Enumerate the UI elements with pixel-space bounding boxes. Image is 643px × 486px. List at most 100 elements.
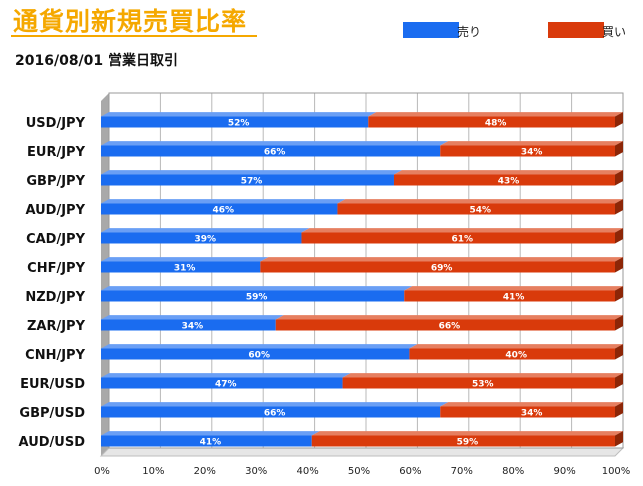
data-label-sell: 46% xyxy=(212,206,234,216)
data-label-buy: 66% xyxy=(439,322,461,332)
bar-buy xyxy=(260,261,615,273)
data-label-buy: 48% xyxy=(485,119,507,129)
bar-buy-top xyxy=(342,373,623,378)
bar-sell xyxy=(101,116,369,128)
legend-label-sell: 売り xyxy=(457,25,482,39)
bar-sell-top xyxy=(101,257,269,262)
bar-buy-side xyxy=(615,141,623,157)
category-label: EUR/JPY xyxy=(27,145,86,160)
data-label-sell: 59% xyxy=(246,293,268,303)
bar-buy-top xyxy=(337,199,623,204)
bar-sell-top xyxy=(101,431,320,436)
x-tick-label: 50% xyxy=(348,466,370,477)
bar-buy xyxy=(440,145,615,157)
data-label-buy: 69% xyxy=(431,264,453,274)
category-label: CHF/JPY xyxy=(27,261,85,276)
bar-sell xyxy=(101,174,394,186)
bar-buy-side xyxy=(615,199,623,215)
bar-sell xyxy=(101,203,338,215)
bar-sell-top xyxy=(101,170,402,175)
x-tick-label: 0% xyxy=(94,466,110,477)
bar-buy-side xyxy=(615,344,623,360)
bar-buy-top xyxy=(440,141,623,146)
bar-buy-top xyxy=(404,286,623,291)
bar-buy-top xyxy=(409,344,623,349)
bar-sell xyxy=(101,145,441,157)
data-label-sell: 34% xyxy=(182,322,204,332)
bar-sell xyxy=(101,232,302,244)
x-tick-label: 70% xyxy=(451,466,473,477)
chart-title: 通貨別新規売買比率 xyxy=(13,7,248,36)
data-label-buy: 43% xyxy=(498,177,520,187)
bar-buy-side xyxy=(615,170,623,186)
category-label: GBP/USD xyxy=(19,406,85,421)
category-label: USD/JPY xyxy=(26,116,86,131)
bar-sell xyxy=(101,377,343,389)
bar-sell-top xyxy=(101,228,310,233)
x-tick-label: 90% xyxy=(553,466,575,477)
bar-buy xyxy=(311,435,615,447)
category-label: NZD/JPY xyxy=(25,290,85,305)
x-tick-label: 40% xyxy=(296,466,318,477)
legend-swatch-buy xyxy=(548,22,604,38)
bar-buy-top xyxy=(368,112,623,117)
data-label-buy: 54% xyxy=(469,206,491,216)
data-label-sell: 60% xyxy=(248,351,270,361)
x-tick-label: 80% xyxy=(502,466,524,477)
legend-swatch-sell xyxy=(403,22,459,38)
bar-buy-top xyxy=(440,402,623,407)
bar-sell-top xyxy=(101,141,449,146)
data-label-buy: 53% xyxy=(472,380,494,390)
bar-buy-top xyxy=(393,170,623,175)
data-label-sell: 57% xyxy=(241,177,263,187)
x-tick-label: 20% xyxy=(194,466,216,477)
bar-sell xyxy=(101,290,405,302)
bar-buy-side xyxy=(615,373,623,389)
bar-buy xyxy=(409,348,615,360)
bar-buy xyxy=(337,203,615,215)
bar-sell-top xyxy=(101,402,449,407)
bar-buy-top xyxy=(311,431,623,436)
category-label: EUR/USD xyxy=(20,377,85,392)
category-label: AUD/JPY xyxy=(25,203,85,218)
bar-sell xyxy=(101,348,410,360)
bar-buy-side xyxy=(615,228,623,244)
chart-subtitle-date: 2016/08/01 営業日取引 xyxy=(15,53,179,69)
bar-buy-side xyxy=(615,286,623,302)
bar-buy xyxy=(368,116,615,128)
bar-sell xyxy=(101,435,312,447)
data-label-sell: 47% xyxy=(215,380,237,390)
bar-buy xyxy=(393,174,615,186)
x-tick-label: 30% xyxy=(245,466,267,477)
data-label-sell: 31% xyxy=(174,264,196,274)
bar-sell xyxy=(101,261,261,273)
data-label-buy: 41% xyxy=(503,293,525,303)
category-label: GBP/JPY xyxy=(26,174,85,189)
bar-buy-side xyxy=(615,315,623,331)
category-label: ZAR/JPY xyxy=(27,319,86,334)
bar-sell-top xyxy=(101,199,346,204)
bar-sell-top xyxy=(101,315,284,320)
x-tick-label: 10% xyxy=(142,466,164,477)
bar-sell xyxy=(101,406,441,418)
bar-sell xyxy=(101,319,276,331)
bar-sell-top xyxy=(101,286,413,291)
chart-floor xyxy=(99,447,625,457)
data-label-sell: 66% xyxy=(264,148,286,158)
data-label-buy: 34% xyxy=(521,409,543,419)
title-underline xyxy=(11,35,257,37)
bar-buy xyxy=(404,290,615,302)
bar-buy xyxy=(342,377,615,389)
data-label-buy: 61% xyxy=(451,235,473,245)
bar-buy xyxy=(440,406,615,418)
bar-buy-top xyxy=(301,228,623,233)
data-label-buy: 59% xyxy=(457,438,479,448)
data-label-sell: 41% xyxy=(200,438,222,448)
x-tick-label: 100% xyxy=(602,466,631,477)
bar-buy xyxy=(275,319,615,331)
bar-sell-top xyxy=(101,344,418,349)
bar-buy-side xyxy=(615,112,623,128)
bar-buy-top xyxy=(275,315,623,320)
category-label: CNH/JPY xyxy=(25,348,85,363)
